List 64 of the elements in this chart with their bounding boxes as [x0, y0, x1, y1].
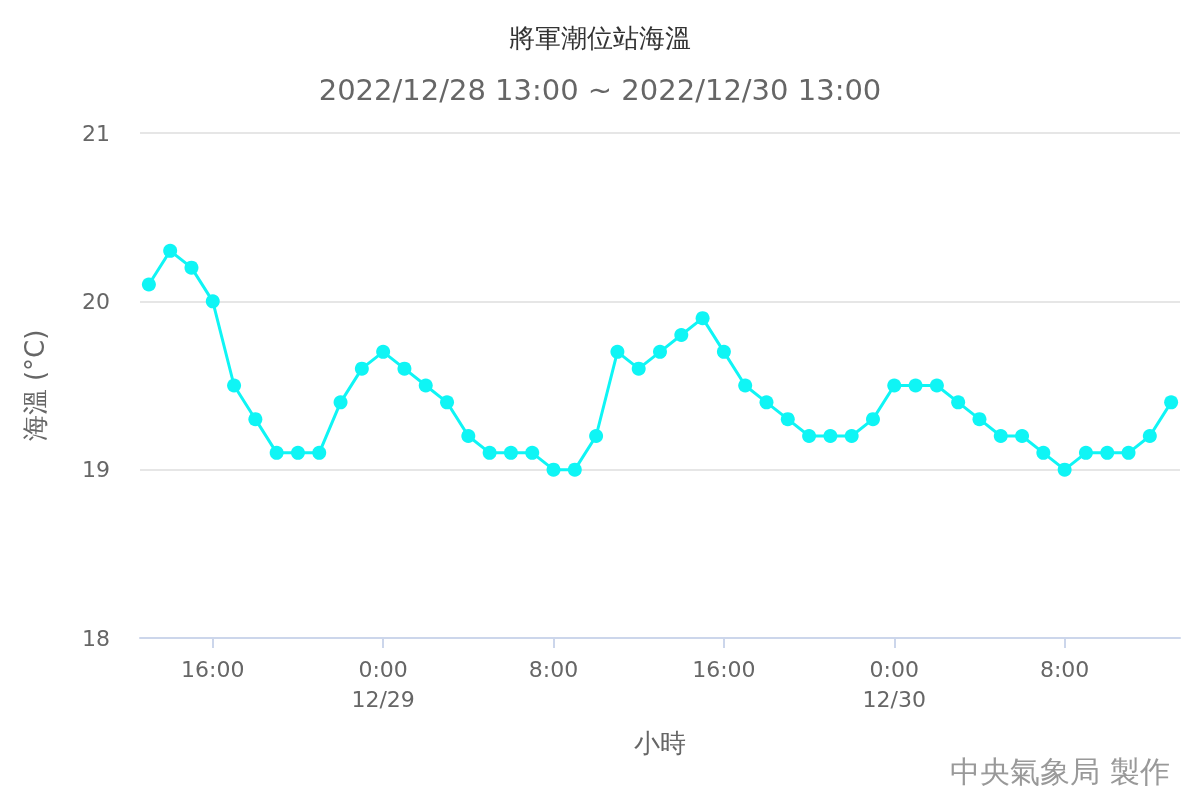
point: [695, 311, 710, 326]
point: [993, 429, 1008, 443]
point: [908, 378, 923, 393]
point: [887, 378, 902, 393]
y-tick-label: 21: [82, 120, 110, 146]
point: [780, 412, 795, 427]
point: [844, 429, 859, 443]
point: [141, 277, 156, 292]
x-axis-title: 小時: [634, 728, 686, 758]
point: [354, 361, 369, 376]
point: [567, 462, 582, 477]
point: [1121, 445, 1136, 460]
point: [823, 429, 838, 443]
point: [269, 445, 284, 460]
point: [653, 344, 667, 359]
point: [674, 328, 689, 342]
x-tick-label: 0:00 12/29: [351, 656, 415, 712]
point: [440, 395, 455, 410]
y-tick-label: 18: [82, 625, 110, 651]
y-tick-label: 20: [82, 288, 110, 314]
chart-subtitle: 2022/12/28 13:00 ~ 2022/12/30 13:00: [318, 72, 882, 107]
point: [248, 412, 263, 427]
point: [631, 361, 646, 376]
x-tick-label: 16:00: [181, 656, 245, 682]
point: [461, 429, 476, 443]
x-tick-label: 8:00: [1039, 656, 1090, 682]
point: [1100, 445, 1115, 460]
point: [589, 429, 604, 443]
point: [163, 243, 178, 258]
point: [1142, 429, 1157, 443]
point: [546, 462, 561, 477]
point: [1057, 462, 1072, 477]
point: [738, 378, 753, 393]
point: [1164, 395, 1179, 410]
point: [184, 260, 199, 275]
point: [929, 378, 944, 393]
x-tick-label: 0:00 12/30: [862, 656, 926, 712]
x-tick-label: 8:00: [528, 656, 579, 682]
point: [1015, 429, 1030, 443]
point: [376, 344, 391, 359]
point: [482, 445, 497, 460]
point: [865, 412, 880, 427]
point: [227, 378, 242, 393]
chart-title: 將軍潮位站海溫: [509, 23, 691, 53]
point: [951, 395, 966, 410]
point: [333, 395, 348, 410]
point: [802, 429, 817, 443]
point: [205, 294, 220, 309]
point: [610, 344, 625, 359]
x-tick-label: 16:00: [692, 656, 756, 682]
point: [716, 344, 731, 359]
text: 中央氣象局 製作: [950, 753, 1171, 789]
point: [418, 378, 433, 393]
y-axis-title: 海溫 (°C): [20, 329, 50, 442]
point: [525, 445, 540, 460]
point: [290, 445, 305, 460]
point: [759, 395, 774, 410]
point: [1078, 445, 1093, 460]
point: [1036, 445, 1051, 460]
point: [503, 445, 518, 460]
point: [972, 412, 987, 427]
point: [312, 445, 327, 460]
point: [397, 361, 412, 376]
y-tick-label: 19: [82, 457, 110, 483]
